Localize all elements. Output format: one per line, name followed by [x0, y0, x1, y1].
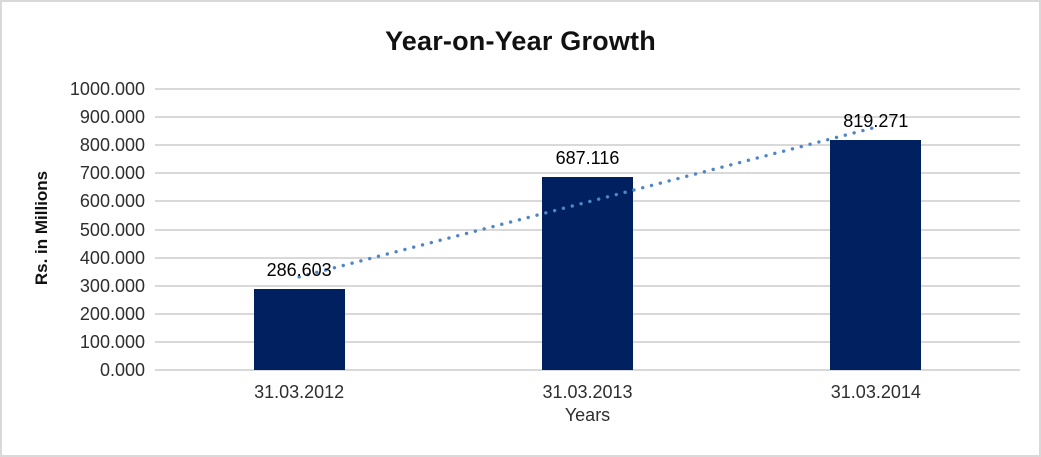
x-tick-label: 31.03.2014: [830, 382, 921, 402]
y-tick-label: 700.000: [79, 163, 145, 184]
y-tick-label: 600.000: [79, 191, 145, 212]
x-tick-label: 31.03.2013: [542, 382, 633, 402]
data-label: 687.116: [555, 147, 620, 168]
bar-31.03.2013: [542, 176, 633, 370]
data-label: 286.603: [266, 260, 332, 281]
y-tick-label: 0.000: [99, 360, 145, 380]
bar-31.03.2012: [253, 289, 345, 370]
gridline: [155, 116, 1020, 119]
y-tick-label: 100.000: [79, 331, 145, 352]
y-tick-label: 900.000: [79, 107, 145, 128]
bar-31.03.2014: [830, 139, 922, 370]
gridline: [155, 369, 1020, 371]
y-axis-tick-labels: 1000.000 900.000 800.000 700.000 600.000 500.…: [2, 2, 145, 455]
x-tick-label: 31.03.2012: [254, 382, 345, 402]
y-tick-label: 500.000: [79, 219, 145, 240]
y-tick-label: 200.000: [79, 303, 145, 324]
y-tick-label: 300.000: [79, 275, 145, 296]
chart-title: Year-on-Year Growth: [385, 26, 656, 56]
gridline: [155, 88, 1020, 90]
y-tick-label: 800.000: [79, 135, 145, 156]
y-tick-label: 400.000: [79, 247, 145, 268]
plot-area: 286.603 687.116 819.271: [155, 88, 1020, 371]
x-axis-title: Years: [564, 405, 611, 425]
y-tick-label: 1000.000: [69, 79, 145, 99]
x-axis-tick-labels: 31.03.2012 31.03.2013 31.03.2014: [155, 381, 1020, 405]
data-label: 819.271: [843, 110, 909, 131]
